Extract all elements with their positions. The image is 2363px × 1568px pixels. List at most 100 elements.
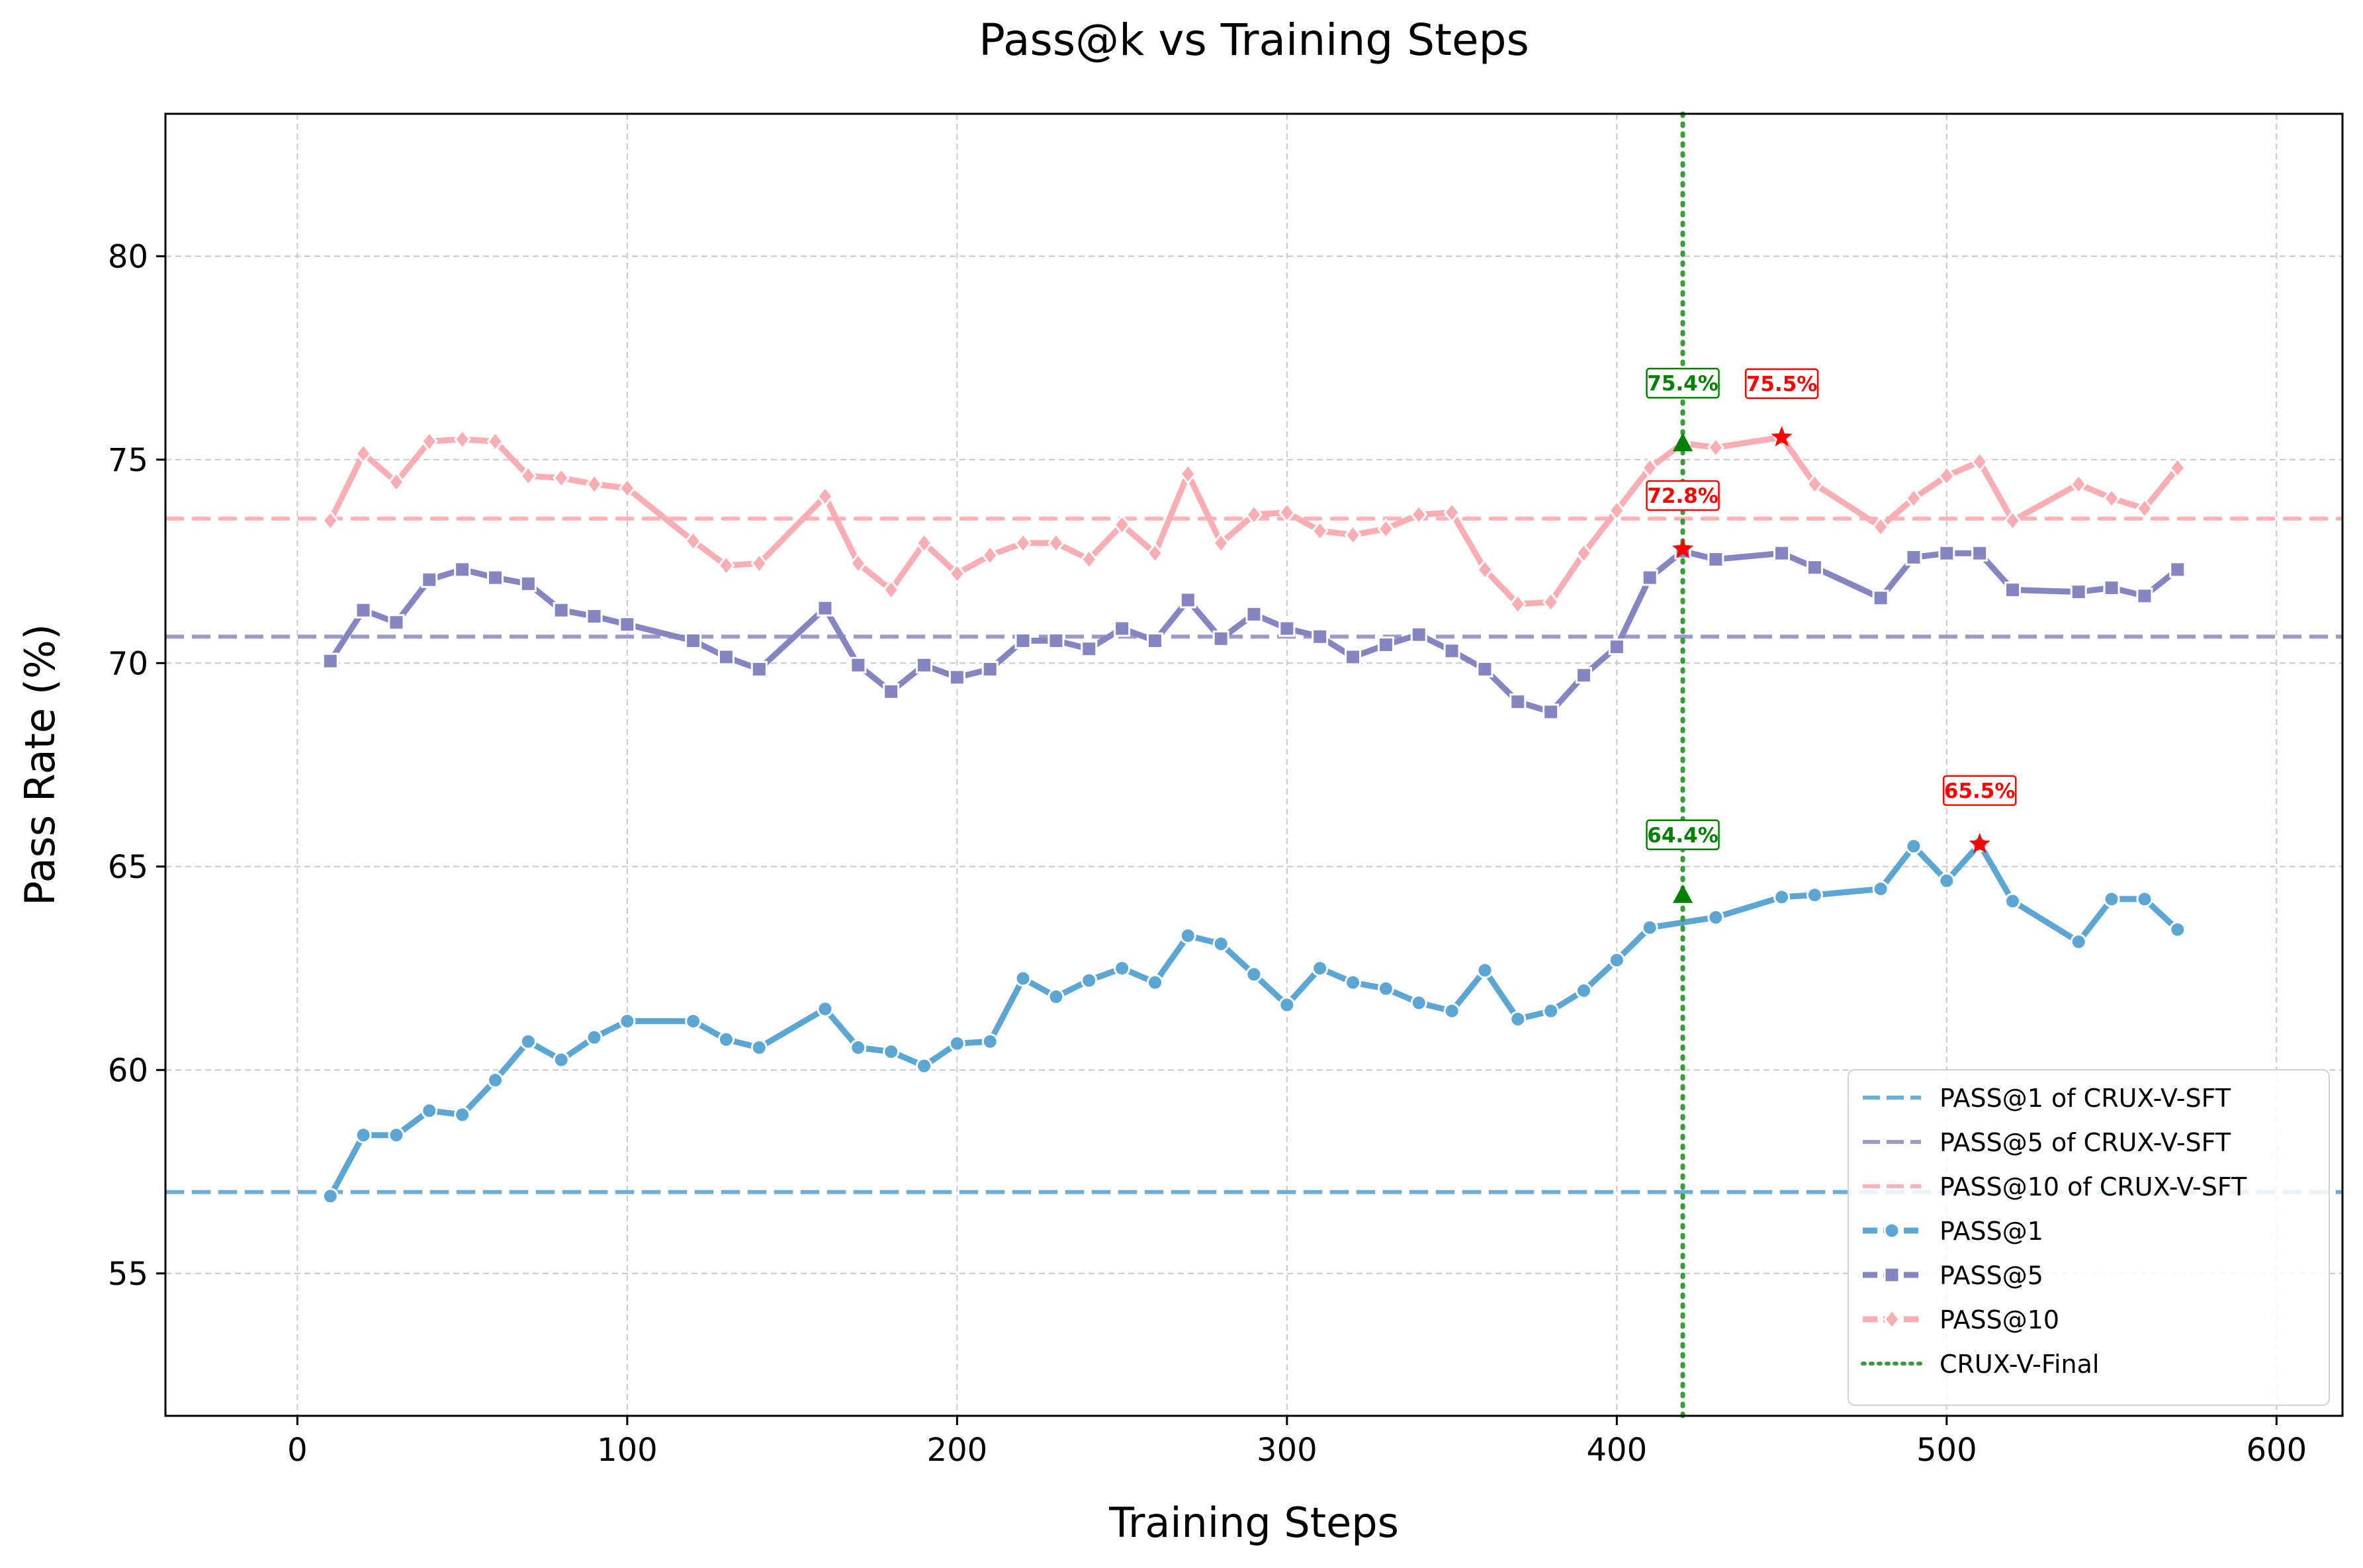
data-point	[981, 660, 999, 677]
best-label-box	[1646, 480, 1720, 511]
final-marker	[1673, 884, 1693, 903]
y-tick-label: 60	[108, 1052, 148, 1089]
data-point	[1410, 626, 1427, 643]
data-point	[1938, 465, 1955, 487]
data-point	[1345, 648, 1362, 666]
data-point	[2136, 588, 2153, 605]
best-label: 72.8%	[1646, 480, 1720, 511]
data-point	[1806, 473, 1824, 495]
legend-label: CRUX-V-Final	[1939, 1350, 2099, 1379]
x-tick-label: 300	[1257, 1432, 1317, 1469]
x-tick-label: 100	[597, 1432, 658, 1469]
data-point	[1971, 544, 1988, 562]
data-point	[619, 1012, 636, 1029]
legend-box	[1848, 1069, 2330, 1406]
data-point	[916, 1057, 933, 1074]
best-label-text: 72.8%	[1647, 484, 1718, 508]
data-point	[1872, 881, 1889, 898]
data-point	[2169, 561, 2186, 578]
data-point	[1509, 693, 1527, 711]
data-point	[1443, 501, 1461, 523]
data-point	[388, 1127, 405, 1144]
data-point	[1212, 936, 1229, 953]
data-point	[684, 530, 702, 552]
best-label-box	[1744, 368, 1819, 400]
data-point	[1806, 559, 1823, 576]
data-point	[519, 575, 537, 592]
data-point	[685, 632, 702, 649]
data-point	[420, 430, 438, 453]
final-label: 64.4%	[1646, 819, 1720, 851]
data-point	[850, 656, 867, 674]
data-point	[2169, 921, 2186, 938]
data-point	[685, 1012, 702, 1029]
data-point	[1905, 548, 1922, 566]
y-tick-label: 70	[108, 645, 148, 682]
data-point	[1179, 463, 1197, 485]
data-point	[882, 579, 900, 601]
data-point	[1707, 550, 1724, 568]
data-point	[2004, 509, 2022, 532]
plot-frame	[164, 112, 2344, 1417]
legend-marker	[1883, 1266, 1900, 1284]
data-point	[1575, 667, 1592, 684]
final-label-text: 75.4%	[1647, 372, 1718, 396]
final-label-text: 64.4%	[1647, 824, 1718, 848]
series-line	[327, 548, 2181, 715]
data-point	[486, 430, 504, 453]
data-point	[948, 1035, 965, 1052]
data-point	[1410, 994, 1427, 1012]
data-point	[322, 509, 339, 532]
data-point	[2136, 891, 2153, 908]
data-point	[454, 1106, 471, 1123]
data-point	[1212, 532, 1230, 554]
data-point	[454, 561, 471, 578]
data-point	[586, 608, 603, 625]
legend: PASS@1 of CRUX-V-SFT PASS@5 of CRUX-V-SFT…	[1848, 1069, 2330, 1406]
data-point	[1641, 919, 1658, 936]
data-point	[618, 477, 636, 499]
data-point	[948, 669, 965, 686]
data-point	[1938, 872, 1955, 889]
data-point	[1971, 451, 1988, 472]
data-point	[1443, 1002, 1460, 1020]
data-point	[717, 648, 735, 666]
best-label: 65.5%	[1942, 775, 2017, 806]
data-point	[2135, 498, 2153, 519]
data-point	[1114, 620, 1131, 637]
x-tick-label: 200	[927, 1432, 988, 1469]
x-tick-label: 600	[2246, 1432, 2307, 1469]
y-tick-label: 55	[108, 1256, 148, 1293]
data-point	[1345, 974, 1362, 991]
data-point	[486, 569, 504, 586]
best-marker	[1672, 538, 1694, 558]
best-label-text: 75.5%	[1746, 372, 1818, 396]
x-tick-label: 0	[287, 1432, 308, 1469]
data-point	[1278, 620, 1296, 637]
series-line	[327, 434, 2181, 607]
data-point	[1806, 887, 1823, 904]
data-point	[981, 544, 999, 566]
legend-label: PASS@1 of CRUX-V-SFT	[1939, 1084, 2231, 1113]
data-point	[1081, 972, 1098, 989]
data-point	[1047, 532, 1065, 554]
data-point	[1476, 660, 1494, 677]
data-point	[355, 601, 372, 619]
data-point	[817, 485, 834, 507]
best-marker	[1969, 832, 1990, 853]
data-point	[817, 1000, 834, 1018]
data-point	[1014, 970, 1032, 987]
data-point	[2103, 891, 2120, 908]
best-marker	[1771, 425, 1793, 447]
best-label-text: 65.5%	[1944, 779, 2016, 803]
chart-title: Pass@k vs Training Steps	[979, 15, 1529, 65]
data-point	[1146, 974, 1163, 991]
data-point	[2070, 584, 2087, 601]
data-point	[1212, 630, 1229, 647]
legend-label: PASS@5	[1939, 1261, 2043, 1290]
data-point	[1146, 632, 1163, 649]
data-point	[1410, 503, 1428, 525]
data-point	[1311, 520, 1329, 542]
data-point	[1081, 640, 1098, 658]
y-tick-label: 75	[108, 442, 148, 479]
